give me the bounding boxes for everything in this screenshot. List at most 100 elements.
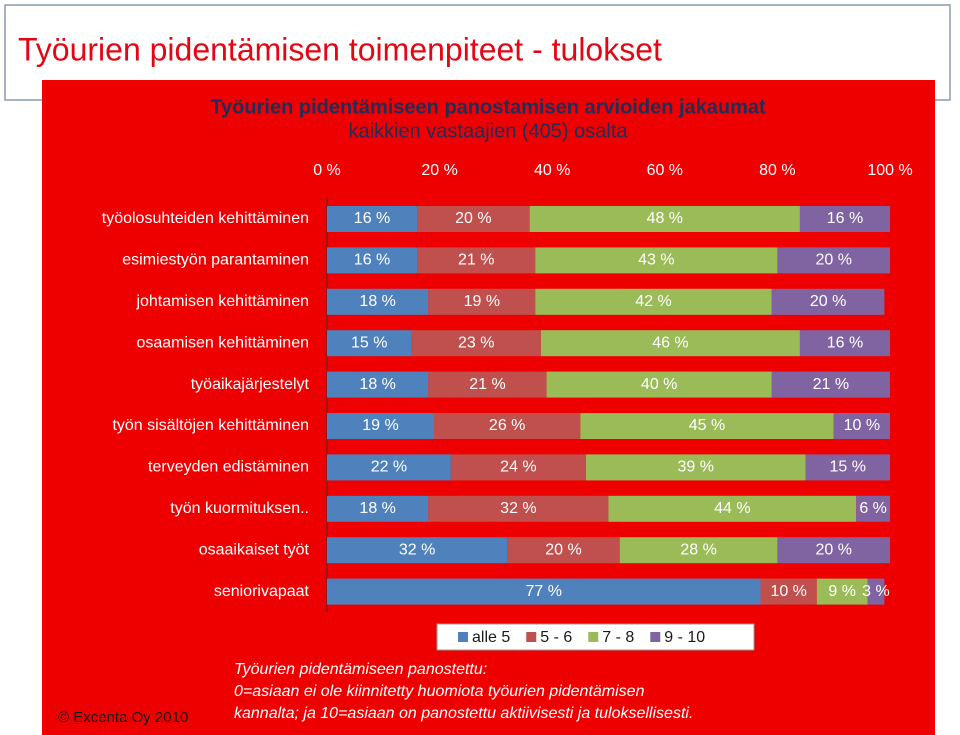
data-label: 18 % xyxy=(359,376,395,393)
y-tick-label: osaamisen kehittäminen xyxy=(136,334,309,351)
footnote: 0=asiaan ei ole kiinnitetty huomiota työ… xyxy=(234,683,645,700)
data-label: 19 % xyxy=(464,293,500,310)
bar-segment xyxy=(327,330,412,357)
bar-segment xyxy=(327,247,418,274)
legend-swatch xyxy=(526,632,537,642)
data-label: 15 % xyxy=(830,459,866,476)
bar-segment xyxy=(327,288,429,315)
legend-label: alle 5 xyxy=(472,629,510,646)
y-tick-label: terveyden edistäminen xyxy=(148,459,309,476)
bar-segment xyxy=(417,247,536,274)
data-label: 21 % xyxy=(458,252,494,269)
data-label: 39 % xyxy=(678,459,714,476)
x-tick-label: 100 % xyxy=(867,162,912,179)
bar-segment xyxy=(546,371,772,398)
data-label: 20 % xyxy=(815,252,851,269)
bar-segment xyxy=(619,537,778,564)
bar-segment xyxy=(771,288,885,315)
x-tick-label: 80 % xyxy=(759,162,795,179)
data-label: 43 % xyxy=(638,252,674,269)
data-label: 18 % xyxy=(359,293,395,310)
data-label: 44 % xyxy=(714,500,750,517)
bar-segment xyxy=(428,288,536,315)
data-label: 23 % xyxy=(458,334,494,351)
chart-title: Työurien pidentämiseen panostamisen arvi… xyxy=(210,96,766,118)
bar-segment xyxy=(450,454,586,481)
data-label: 20 % xyxy=(815,541,851,558)
data-label: 16 % xyxy=(354,210,390,227)
data-label: 20 % xyxy=(545,541,581,558)
data-label: 10 % xyxy=(844,417,880,434)
bar-segment xyxy=(760,578,817,605)
bar-segment xyxy=(777,537,890,564)
bar-segment xyxy=(816,578,868,605)
bar-segment xyxy=(805,454,890,481)
data-label: 21 % xyxy=(813,376,849,393)
copyright: © Excenta Oy 2010 xyxy=(58,709,188,726)
y-tick-label: johtamisen kehittäminen xyxy=(135,293,309,310)
data-label: 46 % xyxy=(652,334,688,351)
footnote: kannalta; ja 10=asiaan on panostettu akt… xyxy=(234,705,693,722)
bar-segment xyxy=(327,454,451,481)
legend-swatch xyxy=(588,632,599,642)
bar-segment xyxy=(867,578,885,605)
legend-label: 5 - 6 xyxy=(540,629,572,646)
bar-segment xyxy=(327,578,761,605)
data-label: 24 % xyxy=(500,459,536,476)
bar-segment xyxy=(327,371,429,398)
data-label: 19 % xyxy=(362,417,398,434)
x-tick-label: 20 % xyxy=(421,162,457,179)
bar-segment xyxy=(327,413,434,439)
data-label: 3 % xyxy=(862,583,890,600)
y-tick-label: työaikajärjestelyt xyxy=(191,376,310,393)
bar-segment xyxy=(507,537,620,564)
data-label: 45 % xyxy=(689,417,725,434)
bar-segment xyxy=(411,330,541,357)
bar-segment xyxy=(529,206,800,232)
bar-segment xyxy=(856,495,890,522)
data-label: 15 % xyxy=(351,334,387,351)
data-label: 28 % xyxy=(680,541,716,558)
bar-segment xyxy=(771,371,890,398)
y-tick-label: osaaikaiset työt xyxy=(199,541,310,558)
legend-label: 9 - 10 xyxy=(664,629,705,646)
data-label: 77 % xyxy=(526,583,562,600)
legend-swatch xyxy=(458,632,468,642)
bar-segment xyxy=(327,495,429,522)
bar-segment xyxy=(799,206,890,232)
data-label: 40 % xyxy=(641,376,677,393)
data-label: 32 % xyxy=(399,541,435,558)
chart-subtitle: kaikkien vastaajien (405) osalta xyxy=(348,120,628,142)
y-tick-label: esimiestyön parantaminen xyxy=(122,252,309,269)
x-tick-label: 60 % xyxy=(647,162,683,179)
bar-segment xyxy=(535,247,778,274)
data-label: 10 % xyxy=(770,583,806,600)
data-label: 20 % xyxy=(810,293,846,310)
bar-segment xyxy=(799,330,890,357)
bar-segment xyxy=(608,495,857,522)
x-tick-label: 40 % xyxy=(534,162,570,179)
data-label: 32 % xyxy=(500,500,536,517)
data-label: 22 % xyxy=(371,459,407,476)
x-tick-label: 0 % xyxy=(313,162,341,179)
data-label: 21 % xyxy=(469,376,505,393)
y-tick-label: työn kuormituksen.. xyxy=(170,500,309,517)
bar-segment xyxy=(540,330,800,357)
legend-label: 7 - 8 xyxy=(602,629,634,646)
bar-segment xyxy=(327,537,508,564)
footnote: Työurien pidentämiseen panostettu: xyxy=(234,661,487,678)
bar-segment xyxy=(585,454,806,481)
y-tick-label: työn sisältöjen kehittäminen xyxy=(112,417,309,434)
data-label: 6 % xyxy=(859,500,887,517)
data-label: 9 % xyxy=(828,583,856,600)
data-label: 48 % xyxy=(647,210,683,227)
bar-segment xyxy=(777,247,890,274)
data-label: 16 % xyxy=(354,252,390,269)
y-tick-label: työolosuhteiden kehittäminen xyxy=(102,210,309,227)
bar-segment xyxy=(428,371,547,398)
bar-segment xyxy=(428,495,609,522)
data-label: 26 % xyxy=(489,417,525,434)
bar-segment xyxy=(535,288,772,315)
